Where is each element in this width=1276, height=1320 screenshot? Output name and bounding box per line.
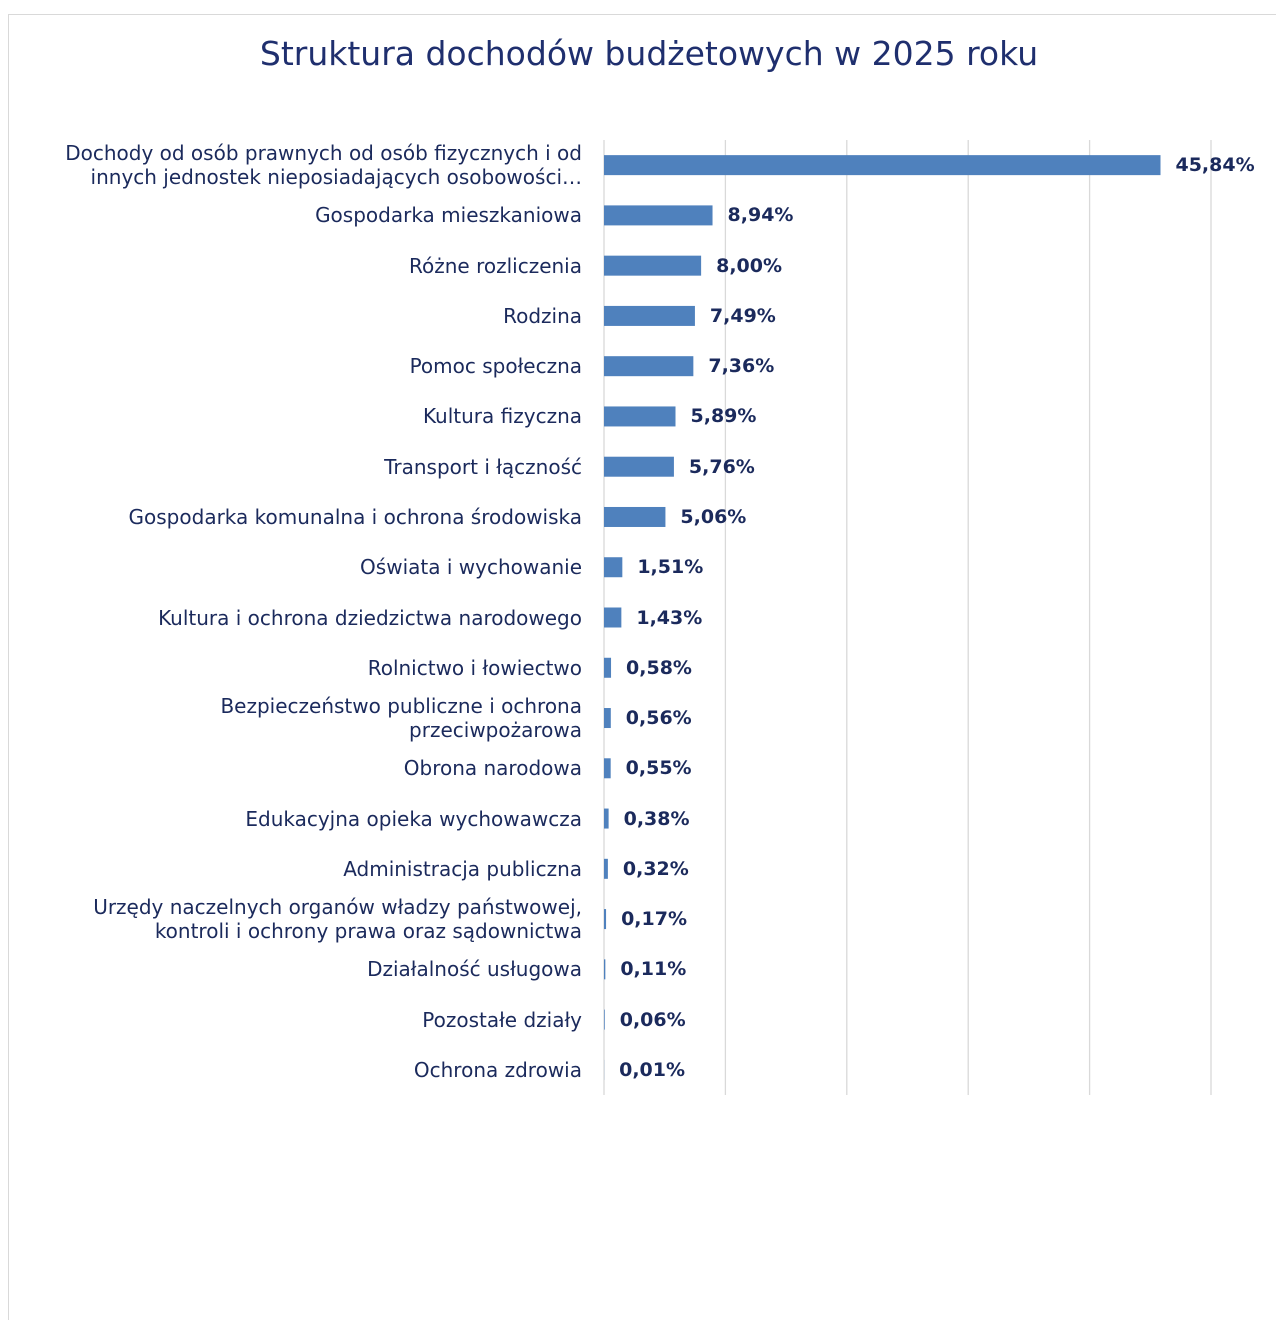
value-label: 0,06% xyxy=(619,1008,686,1031)
category-label: Gospodarka komunalna i ochrona środowisk… xyxy=(128,504,582,529)
category-label: Pomoc społeczna xyxy=(409,354,582,379)
frame xyxy=(8,14,1276,1320)
value-label: 8,00% xyxy=(716,254,783,277)
category-label: Pozostałe działy xyxy=(422,1007,582,1032)
bar xyxy=(604,758,611,779)
bar xyxy=(604,858,608,879)
bar xyxy=(604,607,622,628)
value-label: 7,36% xyxy=(708,355,775,378)
value-label: 0,11% xyxy=(620,958,687,981)
value-label: 5,06% xyxy=(680,505,747,528)
category-label: Urzędy naczelnych organów władzy państwo… xyxy=(93,895,582,944)
category-label: Rolnictwo i łowiectwo xyxy=(367,655,582,680)
value-label: 8,94% xyxy=(727,204,794,227)
value-label: 7,49% xyxy=(709,304,776,327)
category-label: Kultura i ochrona dziedzictwa narodowego xyxy=(158,605,582,630)
value-label: 45,84% xyxy=(1175,154,1255,177)
category-label: Obrona narodowa xyxy=(403,756,582,781)
value-label: 1,51% xyxy=(637,556,704,579)
value-label: 5,89% xyxy=(690,405,757,428)
category-label: Transport i łączność xyxy=(384,454,582,479)
bar xyxy=(604,808,609,829)
bar xyxy=(604,708,611,729)
category-label: Edukacyjna opieka wychowawcza xyxy=(245,806,582,831)
bar xyxy=(604,205,713,226)
category-label: Kultura fizyczna xyxy=(422,404,582,429)
bar xyxy=(604,155,1161,176)
bar xyxy=(604,506,666,527)
category-label: Gospodarka mieszkaniowa xyxy=(315,203,582,228)
value-label: 0,01% xyxy=(619,1058,686,1081)
value-label: 1,43% xyxy=(636,606,703,629)
bar xyxy=(604,255,702,276)
bar xyxy=(604,406,676,427)
value-label: 0,58% xyxy=(626,656,692,679)
category-label: Bezpieczeństwo publiczne i ochrona przec… xyxy=(220,694,582,743)
bar xyxy=(604,305,695,326)
bar xyxy=(604,909,607,930)
category-label: Administracja publiczna xyxy=(343,856,582,881)
bar xyxy=(604,959,606,980)
value-label: 0,32% xyxy=(622,857,689,880)
bar xyxy=(604,1009,605,1030)
category-label: Rodzina xyxy=(503,303,582,328)
category-label: Oświata i wychowanie xyxy=(360,555,582,580)
category-label: Działalność usługowa xyxy=(367,957,582,982)
bar xyxy=(604,456,674,477)
value-label: 0,38% xyxy=(623,807,690,830)
chart-title: Struktura dochodów budżetowych w 2025 ro… xyxy=(259,34,1039,73)
category-label: Różne rozliczenia xyxy=(409,253,582,278)
bar xyxy=(604,356,694,377)
bar xyxy=(604,557,623,578)
category-label: Ochrona zdrowia xyxy=(413,1057,582,1082)
bar xyxy=(604,657,612,678)
value-label: 0,56% xyxy=(625,707,692,730)
category-label: Dochody od osób prawnych od osób fizyczn… xyxy=(65,141,582,190)
value-label: 0,17% xyxy=(621,908,687,931)
value-label: 0,55% xyxy=(625,757,692,780)
value-label: 5,76% xyxy=(688,455,755,478)
